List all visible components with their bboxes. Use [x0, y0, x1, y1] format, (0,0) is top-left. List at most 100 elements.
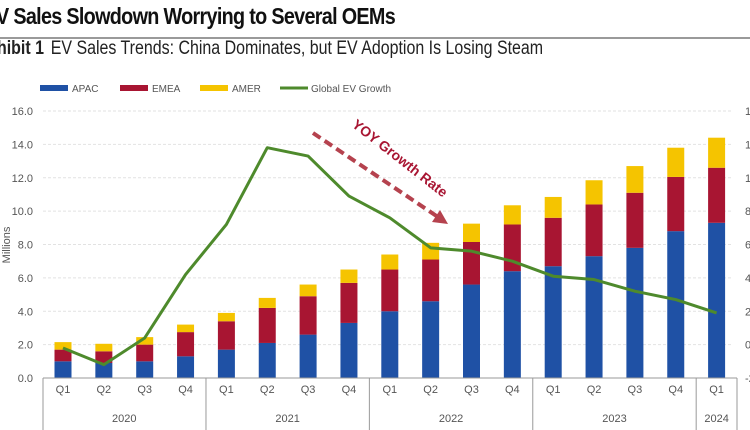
x-tick-label: Q3	[464, 384, 479, 396]
y2-tick-label: 40	[745, 273, 750, 285]
bar-emea	[544, 217, 562, 267]
bar-emea	[340, 282, 358, 323]
y2-tick-label: 120	[745, 139, 750, 151]
bar-amer	[299, 284, 317, 297]
bar-apac	[667, 231, 685, 378]
bar-emea	[299, 296, 317, 335]
bar-emea	[381, 269, 399, 312]
bar-apac	[217, 349, 235, 378]
x-tick-label: Q3	[301, 384, 316, 396]
bar-apac	[381, 311, 399, 378]
bar-emea	[667, 176, 685, 232]
bar-amer	[95, 343, 113, 352]
bar-apac	[585, 256, 603, 378]
legend-label: APAC	[72, 84, 99, 95]
x-tick-label: Q1	[546, 384, 561, 396]
bar-amer	[217, 312, 235, 322]
y-tick-label: 6.0	[18, 273, 33, 285]
bar-apac	[95, 362, 113, 378]
bar-amer	[544, 196, 562, 218]
y-tick-label: 8.0	[18, 240, 33, 252]
bar-amer	[54, 342, 72, 350]
bar-amer	[258, 297, 276, 308]
bar-apac	[136, 361, 154, 378]
annotation-label: YOY Growth Rate	[349, 116, 451, 200]
bar-amer	[136, 337, 154, 345]
x-tick-label: Q2	[260, 384, 275, 396]
bar-emea	[136, 344, 154, 362]
bar-emea	[626, 192, 644, 248]
legend-label: EMEA	[152, 84, 181, 95]
bar-emea	[95, 351, 113, 363]
annotation-arrow-shaft	[311, 131, 440, 219]
bar-apac	[258, 342, 276, 378]
x-year-label: 2020	[112, 413, 136, 425]
y-tick-label: 14.0	[12, 139, 33, 151]
y2-tick-label: 20	[745, 306, 750, 318]
bar-amer	[626, 166, 644, 193]
bar-emea	[177, 332, 195, 357]
x-tick-label: Q1	[382, 384, 397, 396]
y2-tick-label: 100	[745, 173, 750, 185]
x-tick-label: Q3	[137, 384, 152, 396]
bar-amer	[503, 205, 521, 225]
x-tick-label: Q1	[219, 384, 234, 396]
x-year-label: 2024	[704, 413, 728, 425]
bar-emea	[54, 349, 72, 362]
y-tick-label: 12.0	[12, 173, 33, 185]
bar-apac	[299, 334, 317, 378]
bar-apac	[54, 361, 72, 378]
exhibit-label: hibit 1	[0, 38, 45, 59]
bar-amer	[463, 223, 480, 242]
bar-apac	[708, 222, 726, 378]
y-tick-label: 16.0	[12, 106, 33, 118]
bar-apac	[422, 301, 440, 378]
exhibit-subtitle: hibit 1 EV Sales Trends: China Dominates,…	[0, 38, 543, 60]
bar-emea	[422, 259, 440, 302]
bar-apac	[626, 247, 644, 378]
legend-swatch-emea	[120, 85, 148, 91]
bar-amer	[340, 269, 358, 283]
bar-amer	[708, 137, 726, 168]
bar-amer	[381, 254, 399, 270]
legend-label: Global EV Growth	[311, 84, 391, 95]
x-tick-label: Q2	[97, 384, 112, 396]
bar-apac	[544, 266, 562, 378]
x-tick-label: Q4	[342, 384, 357, 396]
x-tick-label: Q4	[178, 384, 193, 396]
x-tick-label: Q1	[709, 384, 724, 396]
bar-apac	[340, 322, 358, 378]
y-tick-label: 10.0	[12, 206, 33, 218]
bar-amer	[177, 324, 195, 333]
bar-amer	[422, 242, 440, 260]
bar-emea	[708, 167, 726, 223]
x-tick-label: Q1	[56, 384, 71, 396]
y2-tick-label: 140	[745, 106, 750, 118]
x-tick-label: Q3	[628, 384, 643, 396]
x-tick-label: Q2	[587, 384, 602, 396]
global-ev-growth-line	[62, 146, 718, 367]
y2-tick-label: 60	[745, 240, 750, 252]
bar-amer	[585, 180, 603, 205]
bar-apac	[503, 271, 521, 378]
y-tick-label: 0.0	[18, 373, 33, 385]
y2-tick-label: 80	[745, 206, 750, 218]
bar-apac	[177, 356, 195, 378]
y2-tick-label: -20	[745, 373, 750, 385]
chart-title: EV Sales Trends: China Dominates, but EV…	[50, 38, 544, 59]
bar-apac	[463, 284, 480, 378]
bar-amer	[667, 147, 685, 177]
legend-label: AMER	[232, 84, 261, 95]
x-year-label: 2022	[439, 413, 463, 425]
x-tick-label: Q4	[668, 384, 683, 396]
y-axis-label: Millions	[1, 226, 13, 263]
page-title: V Sales Slowdown Worrying to Several OEM…	[0, 3, 396, 29]
y-tick-label: 2.0	[18, 340, 33, 352]
y2-tick-label: 0	[745, 340, 750, 352]
title-divider	[0, 37, 750, 39]
legend-swatch-amer	[200, 85, 228, 91]
bar-emea	[217, 321, 235, 350]
bar-emea	[585, 204, 603, 257]
legend-swatch-apac	[40, 85, 68, 91]
